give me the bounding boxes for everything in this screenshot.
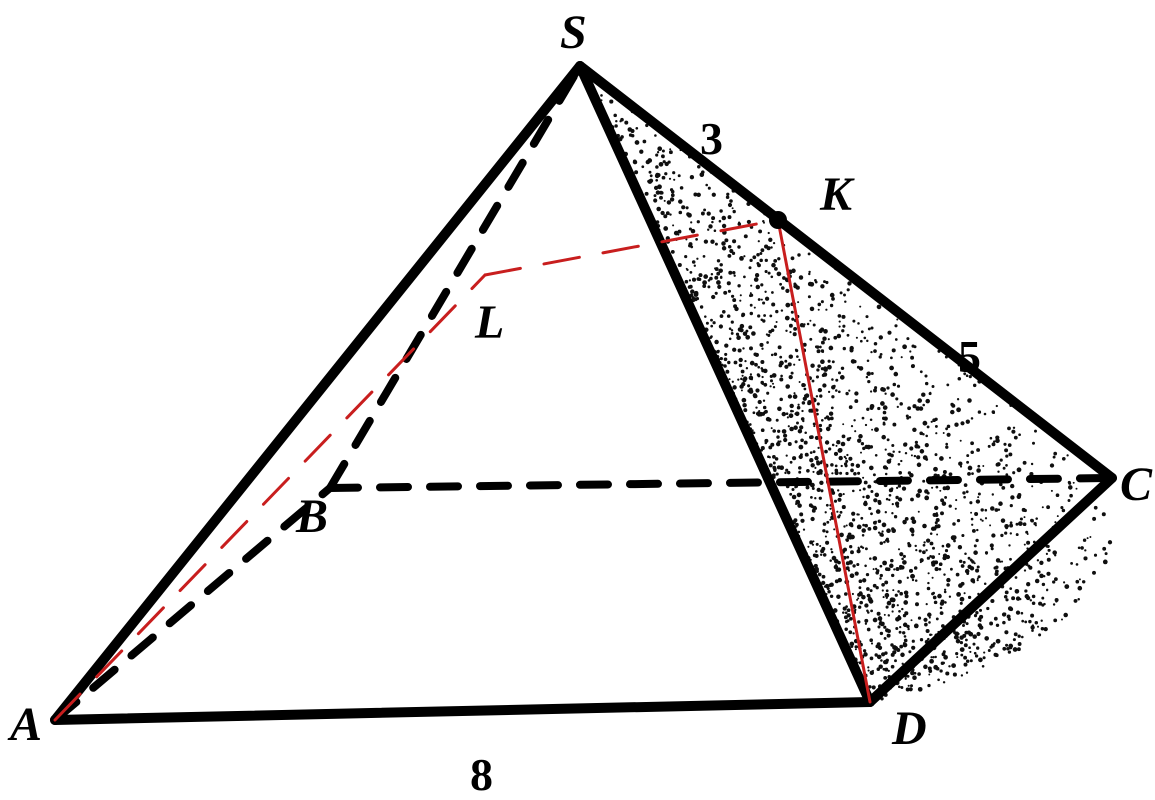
edge-label-KC: 5 xyxy=(958,331,981,382)
visible-edges xyxy=(55,66,1112,720)
label-A: A xyxy=(7,698,42,751)
label-L: L xyxy=(474,296,504,349)
label-D: D xyxy=(891,702,927,755)
label-C: C xyxy=(1120,458,1153,511)
construction-lines xyxy=(55,220,870,720)
named-points xyxy=(769,211,787,229)
label-K: K xyxy=(819,168,855,221)
edge-label-SK: 3 xyxy=(700,113,723,164)
label-S: S xyxy=(560,6,587,59)
edge-label-AD: 8 xyxy=(470,749,493,800)
pyramid-diagram: A B C D S K L 3 5 8 xyxy=(0,0,1155,800)
label-B: B xyxy=(295,490,328,543)
